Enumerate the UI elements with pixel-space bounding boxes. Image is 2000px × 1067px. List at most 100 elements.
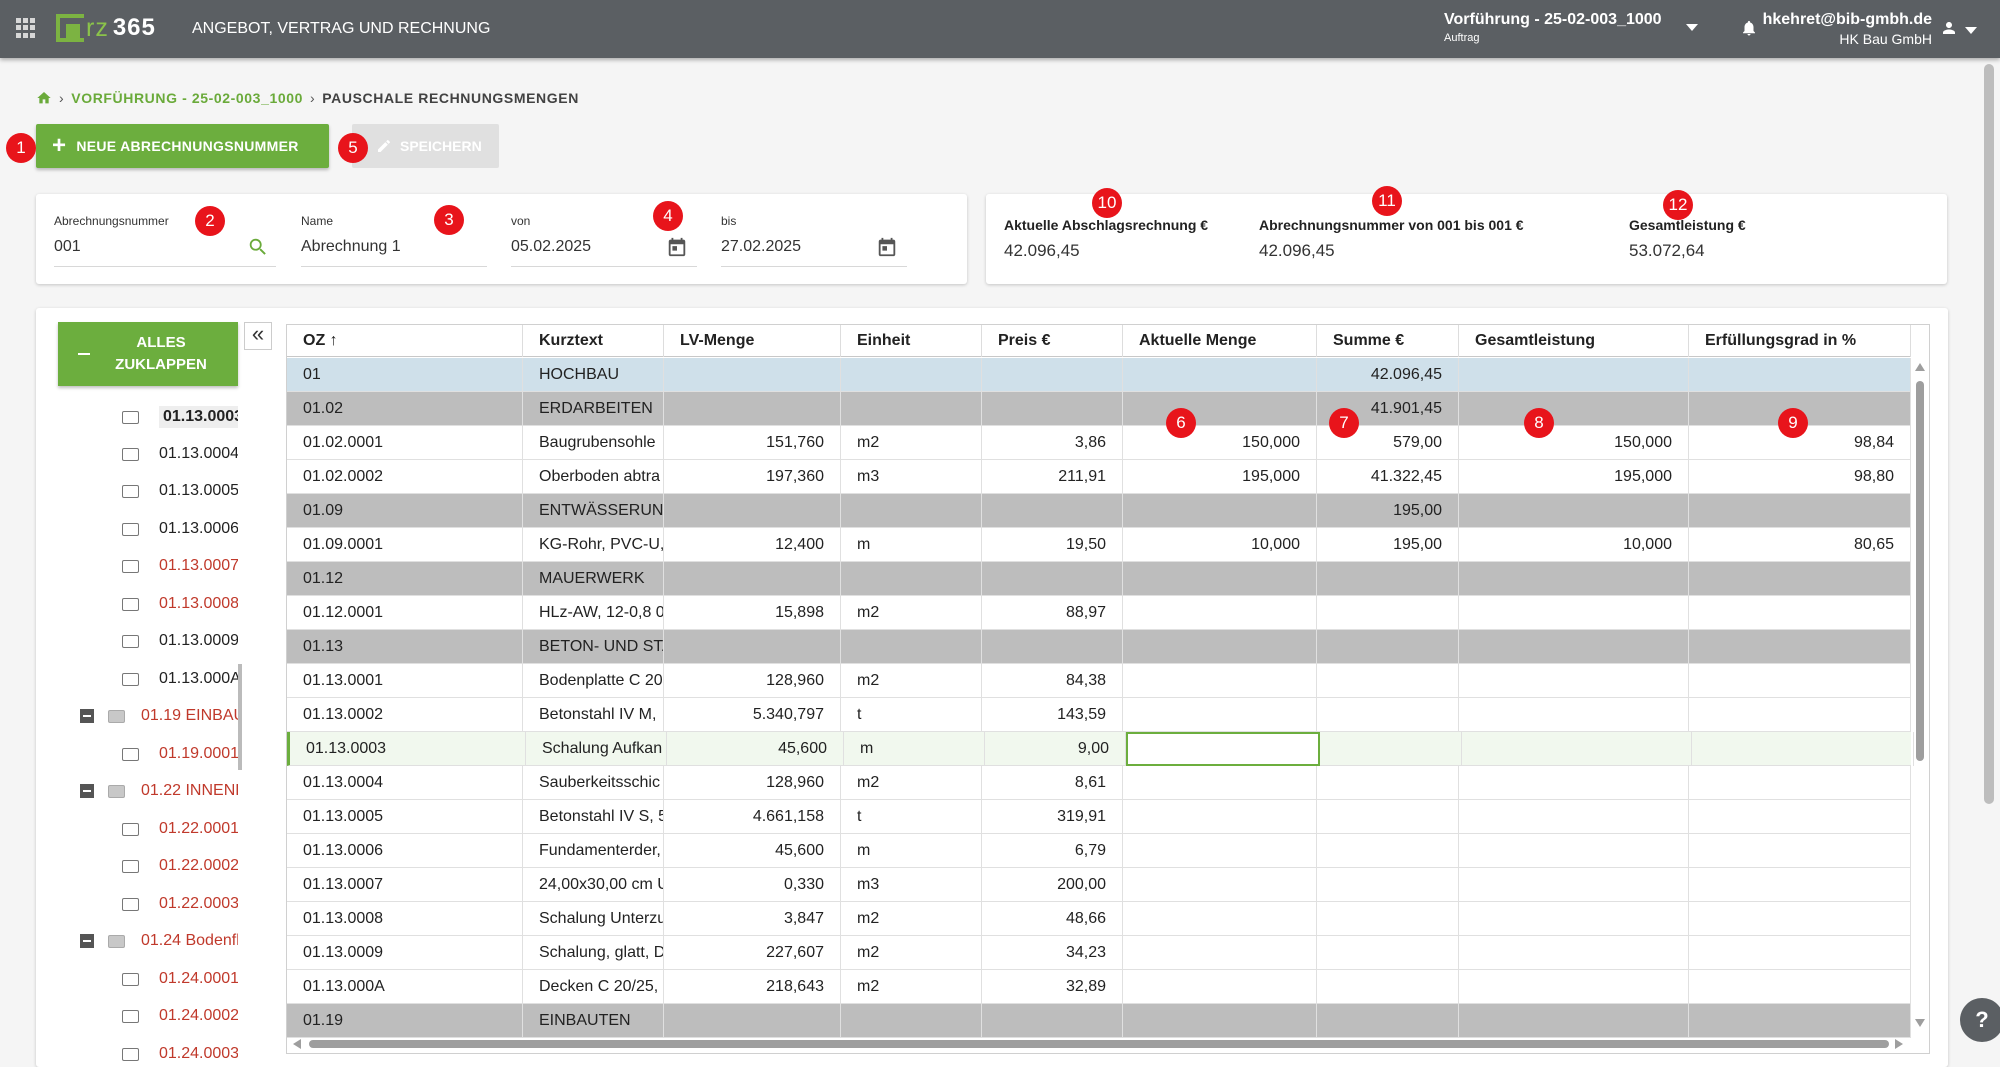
tree-group-node[interactable]: 01.19 EINBAU [80,703,238,729]
table-cell[interactable] [1123,358,1317,392]
new-billing-number-button[interactable]: + NEUE ABRECHNUNGSNUMMER [36,124,329,168]
table-row[interactable]: 01.13.0001 Bodenplatte C 20 128,960 m2 84,38 [287,664,1911,698]
group-row[interactable]: 01 HOCHBAU 42.096,45 [287,358,1911,392]
column-header[interactable]: Einheit [841,325,982,357]
grid-horizontal-scroll-thumb[interactable] [309,1040,1889,1048]
table-row[interactable]: 01.13.0004 Sauberkeitsschic 128,960 m2 8,61 [287,766,1911,800]
group-row[interactable]: 01.12 MAUERWERK [287,562,1911,596]
tree-leaf-node[interactable]: 01.24.0002 [122,1003,238,1029]
group-row[interactable]: 01.13 BETON- UND STA [287,630,1911,664]
table-cell[interactable] [1123,936,1317,970]
tree-leaf-node[interactable]: 01.24.0001 [122,966,238,992]
date-to-input[interactable]: 27.02.2025 [721,238,907,267]
tree-leaf-node[interactable]: 01.22.0001 [122,816,238,842]
grid-vertical-scroll-thumb[interactable] [1916,381,1924,761]
tree-leaf-node[interactable]: 01.13.0005 [122,478,238,504]
table-row[interactable]: 01.02.0001 Baugrubensohle 151,760 m2 3,86 150… [287,426,1911,460]
double-chevron-left-icon[interactable]: « [244,322,272,350]
column-header[interactable]: Summe € [1317,325,1459,357]
name-input[interactable]: Abrechnung 1 [301,238,487,267]
billing-number-field[interactable]: Abrechnungsnummer 001 [54,214,276,267]
tree-leaf-node[interactable]: 01.13.0007 [122,553,238,579]
collapse-all-button[interactable]: ALLES ZUKLAPPEN [58,322,238,386]
table-row[interactable]: 01.12.0001 HLz-AW, 12-0,8 0 15,898 m2 88,97 [287,596,1911,630]
table-cell[interactable] [1123,630,1317,664]
table-cell[interactable] [1123,392,1317,426]
tree-group-node[interactable]: 01.24 Bodenfl [80,928,238,954]
tree-leaf-node[interactable]: 01.13.0008 [122,591,238,617]
user-icon[interactable] [1940,18,1958,38]
table-cell[interactable] [1123,562,1317,596]
table-cell[interactable] [1123,494,1317,528]
tree-leaf-node[interactable]: 01.13.0004 [122,441,238,467]
tree-leaf-node[interactable]: 01.13.000A [122,666,238,692]
calendar-icon[interactable] [876,236,898,258]
table-cell[interactable] [1123,766,1317,800]
scroll-down-icon[interactable] [1915,1019,1925,1027]
rz365-logo[interactable]: rz 365 [56,14,156,42]
table-cell[interactable] [1123,834,1317,868]
tree-leaf-node[interactable]: 01.13.0003 [122,404,238,430]
tree-leaf-node[interactable]: 01.13.0009 [122,628,238,654]
tree-leaf-node[interactable]: 01.24.0003 [122,1041,238,1067]
column-header[interactable]: Gesamtleistung [1459,325,1689,357]
table-row[interactable]: 01.09.0001 KG-Rohr, PVC-U, I 12,400 m 19,50 1… [287,528,1911,562]
calendar-icon[interactable] [666,236,688,258]
table-cell[interactable] [1123,664,1317,698]
table-cell[interactable] [1123,800,1317,834]
column-header[interactable]: OZ ↑ [287,325,523,357]
column-header[interactable]: Preis € [982,325,1123,357]
quantity-edit-input[interactable] [1126,732,1320,766]
group-row[interactable]: 01.02 ERDARBEITEN 41.901,45 [287,392,1911,426]
scroll-right-icon[interactable] [1895,1039,1903,1049]
column-header[interactable]: Aktuelle Menge [1123,325,1317,357]
tree-group-node[interactable]: 01.22 INNENE [80,778,238,804]
table-row[interactable]: 01.13.0006 Fundamenterder, 45,600 m 6,79 [287,834,1911,868]
page-scrollbar[interactable] [1984,64,1994,804]
scroll-left-icon[interactable] [293,1039,301,1049]
grid-vertical-scrollbar[interactable] [1911,361,1929,1031]
table-cell[interactable] [1123,868,1317,902]
group-row[interactable]: 01.19 EINBAUTEN [287,1004,1911,1038]
table-cell[interactable]: 195,000 [1123,460,1317,494]
tree-leaf-node[interactable]: 01.22.0002 [122,853,238,879]
table-cell[interactable] [1123,970,1317,1004]
breadcrumb-project-link[interactable]: VORFÜHRUNG - 25-02-003_1000 [71,90,303,106]
table-row[interactable]: 01.13.0008 Schalung Unterzu 3,847 m2 48,66 [287,902,1911,936]
table-row[interactable]: 01.13.0009 Schalung, glatt, D 227,607 m2 34,… [287,936,1911,970]
tree-leaf-node[interactable]: 01.13.0006 [122,516,238,542]
tree-leaf-node[interactable]: 01.22.0003 [122,891,238,917]
table-cell[interactable] [1123,902,1317,936]
table-row[interactable]: 01.13.0002 Betonstahl IV M, 5.340,797 t 143,… [287,698,1911,732]
project-selector[interactable]: Vorführung - 25-02-003_1000 Auftrag [1444,11,1662,44]
scroll-up-icon[interactable] [1915,363,1925,371]
collapse-node-icon[interactable] [80,709,94,723]
user-dropdown-icon[interactable] [1965,27,1977,34]
collapse-node-icon[interactable] [80,784,94,798]
date-from-input[interactable]: 05.02.2025 [511,238,697,267]
table-cell[interactable] [1123,1004,1317,1038]
table-row[interactable]: 01.13.000A Decken C 20/25, 218,643 m2 32,89 [287,970,1911,1004]
tree-scrollbar[interactable] [238,664,242,770]
collapse-node-icon[interactable] [80,934,94,948]
table-row[interactable]: 01.13.0005 Betonstahl IV S, 5 4.661,158 t 31… [287,800,1911,834]
date-to-field[interactable]: bis 27.02.2025 [721,214,907,267]
table-row[interactable]: 01.13.0003 Schalung Aufkan 45,600 m 9,00 [287,732,1914,766]
table-row[interactable]: 01.13.0007 24,00x30,00 cm U 0,330 m3 200,00 [287,868,1911,902]
search-icon[interactable] [247,236,269,258]
save-button[interactable]: SPEICHERN [352,124,499,168]
date-from-field[interactable]: von 05.02.2025 [511,214,697,267]
column-header[interactable]: Erfüllungsgrad in % [1689,325,1911,357]
user-info[interactable]: hkehret@bib-gmbh.de HK Bau GmbH [1763,11,1932,47]
project-dropdown-icon[interactable] [1686,24,1698,31]
name-field[interactable]: Name Abrechnung 1 [301,214,487,267]
apps-grid-icon[interactable] [16,18,36,38]
bell-icon[interactable] [1740,18,1758,38]
table-cell[interactable]: 10,000 [1123,528,1317,562]
home-icon[interactable] [36,90,52,106]
table-cell[interactable]: 150,000 [1123,426,1317,460]
help-button[interactable]: ? [1960,998,2000,1042]
column-header[interactable]: Kurztext [523,325,664,357]
billing-number-input[interactable]: 001 [54,238,276,267]
tree-leaf-node[interactable]: 01.19.0001 [122,741,238,767]
